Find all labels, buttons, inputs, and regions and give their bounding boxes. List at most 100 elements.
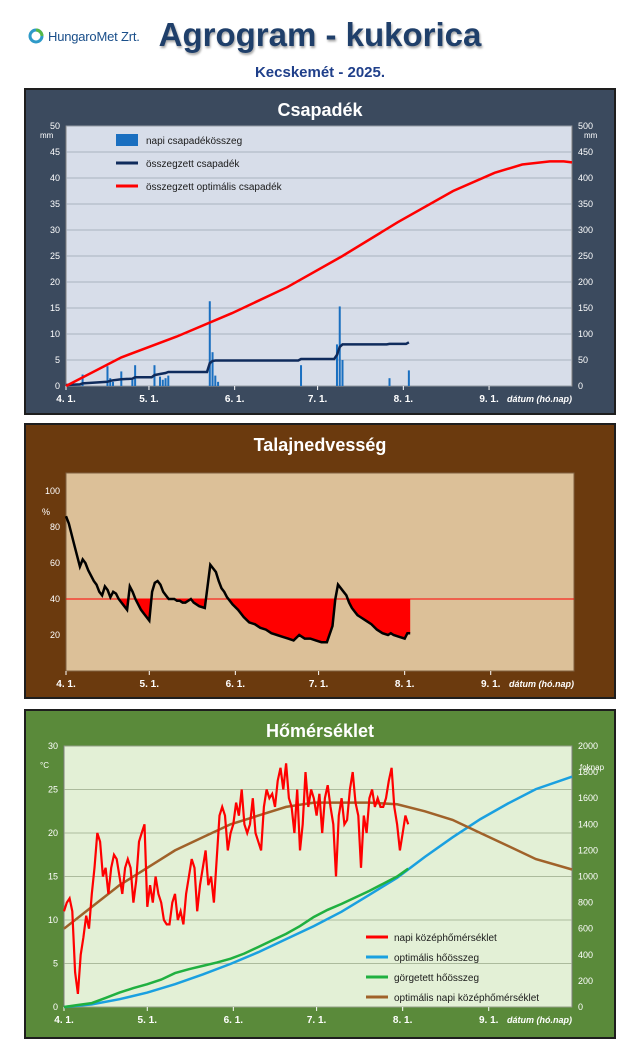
logo-text: HungaroMet Zrt. bbox=[48, 28, 140, 44]
y-tick-label: 60 bbox=[50, 558, 60, 568]
precip-bar bbox=[217, 381, 220, 386]
y2-tick-label: 1800 bbox=[578, 767, 598, 777]
y-axis-label: % bbox=[42, 507, 50, 517]
x-tick-label: 6. 1. bbox=[226, 679, 246, 690]
x-tick-label: 4. 1. bbox=[56, 394, 76, 405]
page-title: Agrogram - kukorica bbox=[158, 16, 482, 53]
y-tick-label: 20 bbox=[48, 828, 58, 838]
rolling-heat-sum-line bbox=[63, 867, 409, 1009]
precip-bar bbox=[159, 376, 162, 386]
soil-moisture-panel: Talajnedvesség 20 40 60 80 100% 4. 1. 5. 1. 6. 1… bbox=[24, 423, 616, 699]
soil-moisture-line bbox=[64, 515, 411, 644]
y2-tick-label: 1600 bbox=[578, 793, 598, 803]
precip-bar bbox=[161, 379, 164, 386]
y-axis-label: mm bbox=[40, 131, 54, 140]
y2-tick-label: 200 bbox=[578, 277, 593, 287]
x-tick-label: 7. 1. bbox=[308, 394, 328, 405]
y-tick-label: 10 bbox=[50, 329, 60, 339]
y2-tick-label: 300 bbox=[578, 225, 593, 235]
legend-label-rolling-heat: görgetett hőösszeg bbox=[394, 973, 479, 984]
precip-bar bbox=[388, 378, 391, 386]
precip-bar bbox=[81, 374, 84, 386]
x-axis-label: dátum (hó.nap) bbox=[507, 1015, 572, 1025]
legend-label-optimal-precip: összegzett optimális csapadék bbox=[146, 182, 283, 193]
x-axis-label: dátum (hó.nap) bbox=[509, 679, 574, 689]
y2-tick-label: 2000 bbox=[578, 741, 598, 751]
x-tick-label: 9. 1. bbox=[479, 1015, 499, 1026]
precip-bar bbox=[335, 344, 338, 386]
precip-bar bbox=[208, 301, 211, 386]
y-tick-label: 30 bbox=[48, 741, 58, 751]
precip-bar bbox=[300, 365, 303, 386]
y2-tick-label: 150 bbox=[578, 303, 593, 313]
y-tick-label: 50 bbox=[50, 121, 60, 131]
y-tick-label: 40 bbox=[50, 594, 60, 604]
y2-tick-label: 500 bbox=[578, 121, 593, 131]
precip-bar bbox=[131, 379, 134, 386]
y-tick-label: 45 bbox=[50, 147, 60, 157]
y2-tick-label: 50 bbox=[578, 355, 588, 365]
legend-label-daily-temp: napi középhőmérséklet bbox=[394, 933, 497, 944]
x-tick-label: 9. 1. bbox=[479, 394, 499, 405]
temperature-chart: Hőmérséklet 0 5 10 15 20 25 30 0 200 400 600 800 1000… bbox=[24, 709, 616, 1039]
y2-tick-label: 0 bbox=[578, 381, 583, 391]
y2-axis-label: foknap bbox=[580, 763, 605, 772]
cum-precip-line bbox=[65, 341, 410, 387]
y2-tick-label: 600 bbox=[578, 924, 593, 934]
y2-tick-label: 800 bbox=[578, 898, 593, 908]
legend-label-cum-precip: összegzett csapadék bbox=[146, 159, 240, 170]
x-tick-label: 8. 1. bbox=[395, 679, 415, 690]
precipitation-title: Csapadék bbox=[277, 100, 363, 120]
x-tick-label: 5. 1. bbox=[139, 394, 159, 405]
x-tick-label: 7. 1. bbox=[309, 679, 329, 690]
y2-tick-label: 1000 bbox=[578, 872, 598, 882]
precipitation-panel: Csapadék 0 5 10 15 20 25 30 35 40 45 50 0 50 100 150 200… bbox=[24, 88, 616, 415]
precip-bar bbox=[112, 381, 115, 386]
x-tick-label: 4. 1. bbox=[56, 679, 76, 690]
legend-label-daily-precip: napi csapadékösszeg bbox=[146, 136, 242, 147]
y-tick-label: 5 bbox=[53, 959, 58, 969]
page-subtitle: Kecskemét - 2025. bbox=[254, 64, 386, 81]
x-tick-label: 5. 1. bbox=[138, 1015, 158, 1026]
temperature-panel: Hőmérséklet 0 5 10 15 20 25 30 0 200 400 600 800 1000… bbox=[24, 709, 616, 1039]
precip-bar bbox=[211, 352, 214, 386]
x-tick-label: 7. 1. bbox=[307, 1015, 327, 1026]
daily-mean-temp-line bbox=[62, 763, 410, 995]
temperature-title: Hőmérséklet bbox=[266, 721, 374, 741]
soil-moisture-chart: Talajnedvesség 20 40 60 80 100% 4. 1. 5. 1. 6. 1… bbox=[24, 423, 616, 699]
header: HungaroMet Zrt. Agrogram - kukorica Kecs… bbox=[0, 0, 640, 86]
y2-tick-label: 1200 bbox=[578, 845, 598, 855]
soil-moisture-title: Talajnedvesség bbox=[254, 435, 387, 455]
x-tick-label: 8. 1. bbox=[393, 1015, 413, 1026]
y2-axis-label: mm bbox=[584, 131, 598, 140]
x-tick-label: 9. 1. bbox=[481, 679, 501, 690]
y2-tick-label: 250 bbox=[578, 251, 593, 261]
optimal-precip-line bbox=[65, 160, 573, 388]
y-tick-label: 25 bbox=[48, 785, 58, 795]
x-tick-label: 4. 1. bbox=[54, 1015, 74, 1026]
y-tick-label: 30 bbox=[50, 225, 60, 235]
y-tick-label: 0 bbox=[55, 381, 60, 391]
y-tick-label: 20 bbox=[50, 630, 60, 640]
y2-tick-label: 0 bbox=[578, 1002, 583, 1012]
y2-tick-label: 350 bbox=[578, 199, 593, 209]
y-tick-label: 15 bbox=[50, 303, 60, 313]
y-axis-label: °C bbox=[40, 761, 49, 770]
y-tick-label: 10 bbox=[48, 915, 58, 925]
precip-bar bbox=[214, 375, 217, 386]
y2-tick-label: 400 bbox=[578, 950, 593, 960]
optimal-heat-sum-line bbox=[63, 775, 573, 1009]
y-tick-label: 5 bbox=[55, 355, 60, 365]
y-tick-label: 25 bbox=[50, 251, 60, 261]
x-tick-label: 5. 1. bbox=[140, 679, 160, 690]
logo: HungaroMet Zrt. bbox=[28, 28, 140, 44]
x-axis-label: dátum (hó.nap) bbox=[507, 394, 572, 404]
x-tick-label: 6. 1. bbox=[224, 1015, 244, 1026]
precip-bar bbox=[407, 370, 410, 386]
legend-label-optimal-temp: optimális napi középhőmérséklet bbox=[394, 993, 539, 1004]
y-tick-label: 0 bbox=[53, 1002, 58, 1012]
precip-bar bbox=[134, 365, 137, 386]
precip-bar bbox=[341, 360, 344, 386]
soil-deficit-area bbox=[66, 599, 411, 643]
hungaromet-logo-icon bbox=[28, 28, 44, 44]
